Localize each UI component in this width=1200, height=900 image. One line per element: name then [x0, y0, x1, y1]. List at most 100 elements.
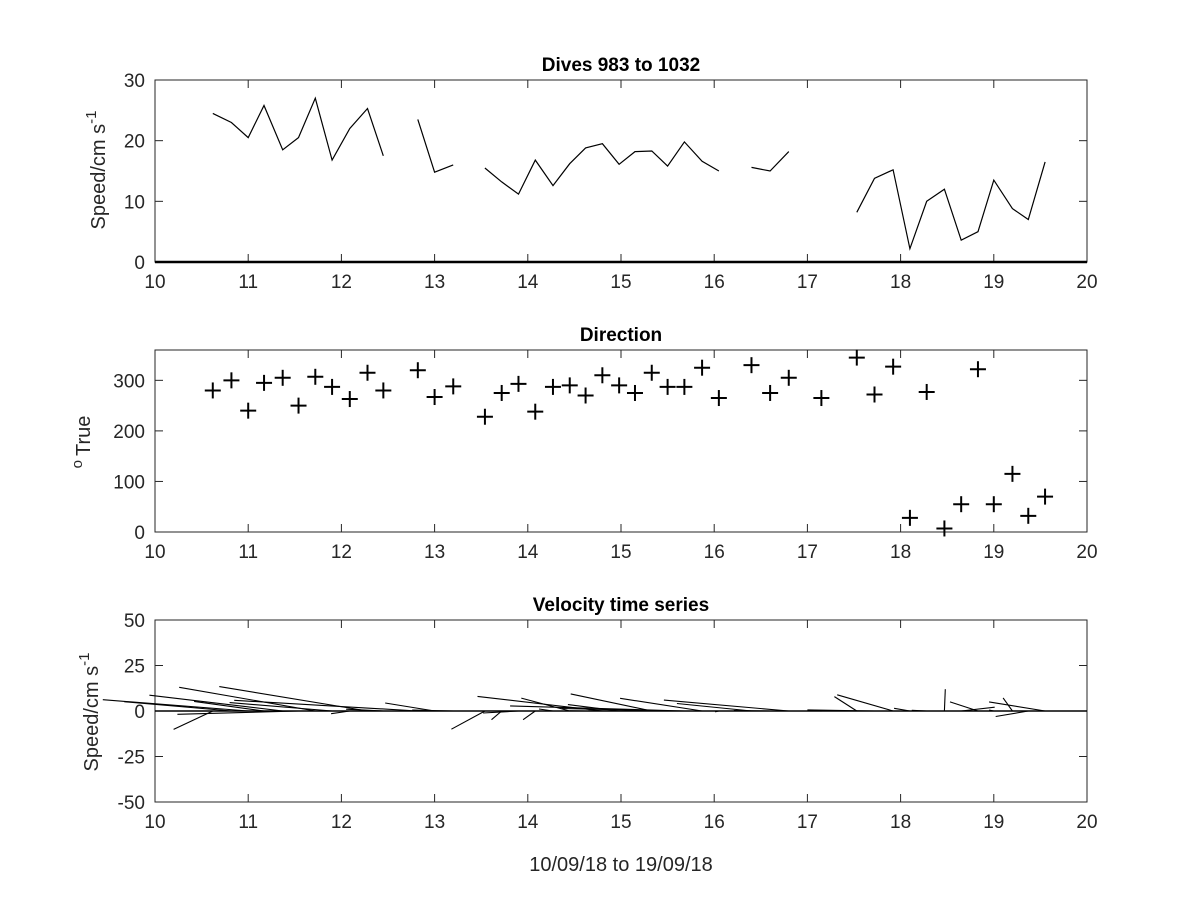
- x-tick-label: 17: [797, 542, 818, 563]
- direction-panel-markers: [204, 349, 1054, 537]
- velocity-stick: [173, 710, 214, 730]
- x-tick-label: 18: [890, 542, 911, 563]
- direction-point: [762, 384, 779, 401]
- speed-series-line: [751, 151, 790, 172]
- direction-point: [359, 364, 376, 381]
- velocity-stick: [229, 702, 333, 712]
- velocity-stick: [346, 708, 384, 712]
- x-tick-label: 20: [1076, 812, 1097, 833]
- direction-point: [918, 383, 935, 400]
- velocity-stick: [451, 710, 486, 730]
- velocity-panel-ylabel-exponent: -1: [76, 653, 93, 666]
- x-tick-label: 20: [1076, 542, 1097, 563]
- direction-point: [885, 358, 902, 375]
- velocity-stick: [385, 702, 435, 712]
- direction-point: [626, 384, 643, 401]
- y-tick-label: -25: [118, 748, 145, 769]
- svg-text:oTrue: o True: [69, 416, 95, 469]
- direction-panel-ylabel-main: True: [73, 416, 95, 456]
- x-tick-label: 16: [704, 272, 725, 293]
- direction-point: [510, 375, 527, 392]
- velocity-stick: [894, 707, 911, 712]
- velocity-panel-axes: 10 11 12 13 14 15 16 17 18 19 20 -50 -25 0 25 50: [118, 611, 1098, 833]
- velocity-stick: [102, 699, 249, 712]
- y-tick-label: 30: [124, 71, 145, 92]
- velocity-stick: [676, 702, 752, 712]
- x-tick-label: 13: [424, 812, 445, 833]
- velocity-stick: [961, 706, 995, 712]
- speed-panel-ylabel: Speed/cm s-1: [83, 111, 110, 230]
- y-tick-label: 20: [124, 132, 145, 153]
- direction-point: [594, 367, 611, 384]
- velocity-stick: [834, 696, 858, 712]
- velocity-stick: [620, 697, 703, 712]
- y-tick-label: 0: [134, 253, 145, 274]
- direction-point: [204, 382, 221, 399]
- y-tick-label: 10: [124, 192, 145, 213]
- y-tick-label: 200: [113, 422, 145, 443]
- x-tick-label: 14: [517, 272, 539, 293]
- direction-panel-ylabel-degree: o: [69, 460, 86, 468]
- x-tick-label: 14: [517, 812, 539, 833]
- velocity-stick: [561, 707, 668, 712]
- velocity-panel: Velocity time series Speed/cm s-1 10 11 12…: [76, 595, 1098, 876]
- x-tick-label: 19: [983, 542, 1004, 563]
- velocity-panel-title: Velocity time series: [533, 595, 709, 616]
- velocity-stick: [949, 701, 979, 712]
- velocity-stick: [663, 699, 789, 712]
- y-tick-label: 300: [113, 371, 145, 392]
- direction-point: [936, 520, 953, 537]
- direction-point: [493, 384, 510, 401]
- x-tick-label: 15: [610, 272, 631, 293]
- velocity-stick: [234, 699, 418, 712]
- direction-point: [813, 390, 830, 407]
- direction-point: [1004, 465, 1021, 482]
- axes-box: [154, 79, 1088, 263]
- speed-series-line: [484, 140, 720, 196]
- speed-panel-lines: [155, 96, 1087, 264]
- x-tick-label: 15: [610, 542, 631, 563]
- direction-point: [527, 403, 544, 420]
- velocity-stick: [714, 710, 719, 713]
- direction-point: [544, 378, 561, 395]
- svg-text:Speed/cm s-1: Speed/cm s-1: [83, 111, 110, 230]
- direction-point: [643, 364, 660, 381]
- direction-point: [985, 496, 1002, 513]
- direction-point: [676, 378, 693, 395]
- velocity-stick: [179, 686, 316, 712]
- velocity-stick: [943, 689, 946, 712]
- x-tick-label: 19: [983, 272, 1004, 293]
- velocity-stick: [510, 705, 685, 712]
- velocity-stick: [733, 709, 771, 712]
- x-tick-label: 12: [331, 542, 352, 563]
- velocity-panel-sticks: [102, 686, 1087, 730]
- direction-point: [290, 397, 307, 414]
- direction-point: [426, 389, 443, 406]
- velocity-panel-ylabel: Speed/cm s-1: [76, 653, 103, 772]
- direction-point: [969, 361, 986, 378]
- direction-point: [240, 402, 257, 419]
- velocity-panel-xlabel: 10/09/18 to 19/09/18: [529, 854, 713, 876]
- x-tick-label: 11: [238, 272, 258, 293]
- velocity-stick: [538, 708, 554, 712]
- direction-point: [1037, 488, 1054, 505]
- direction-panel: Direction oTrue 10 11 12 13 14 15 16 17 18 19 2001…: [69, 325, 1098, 563]
- x-tick-label: 11: [238, 542, 258, 563]
- speed-panel-ylabel-exponent: -1: [83, 111, 100, 124]
- velocity-stick: [483, 710, 519, 714]
- velocity-panel-ylabel-main: Speed/cm s: [81, 666, 103, 772]
- direction-point: [577, 387, 594, 404]
- speed-series-line: [417, 119, 454, 173]
- speed-panel-title: Dives 983 to 1032: [542, 55, 700, 76]
- direction-point: [866, 386, 883, 403]
- x-tick-label: 13: [424, 542, 445, 563]
- direction-point: [561, 377, 578, 394]
- direction-point: [409, 362, 426, 379]
- axes-box: [154, 349, 1088, 533]
- speed-series-line: [212, 96, 384, 162]
- velocity-stick: [911, 709, 927, 712]
- velocity-stick: [149, 694, 283, 712]
- velocity-stick: [177, 710, 299, 715]
